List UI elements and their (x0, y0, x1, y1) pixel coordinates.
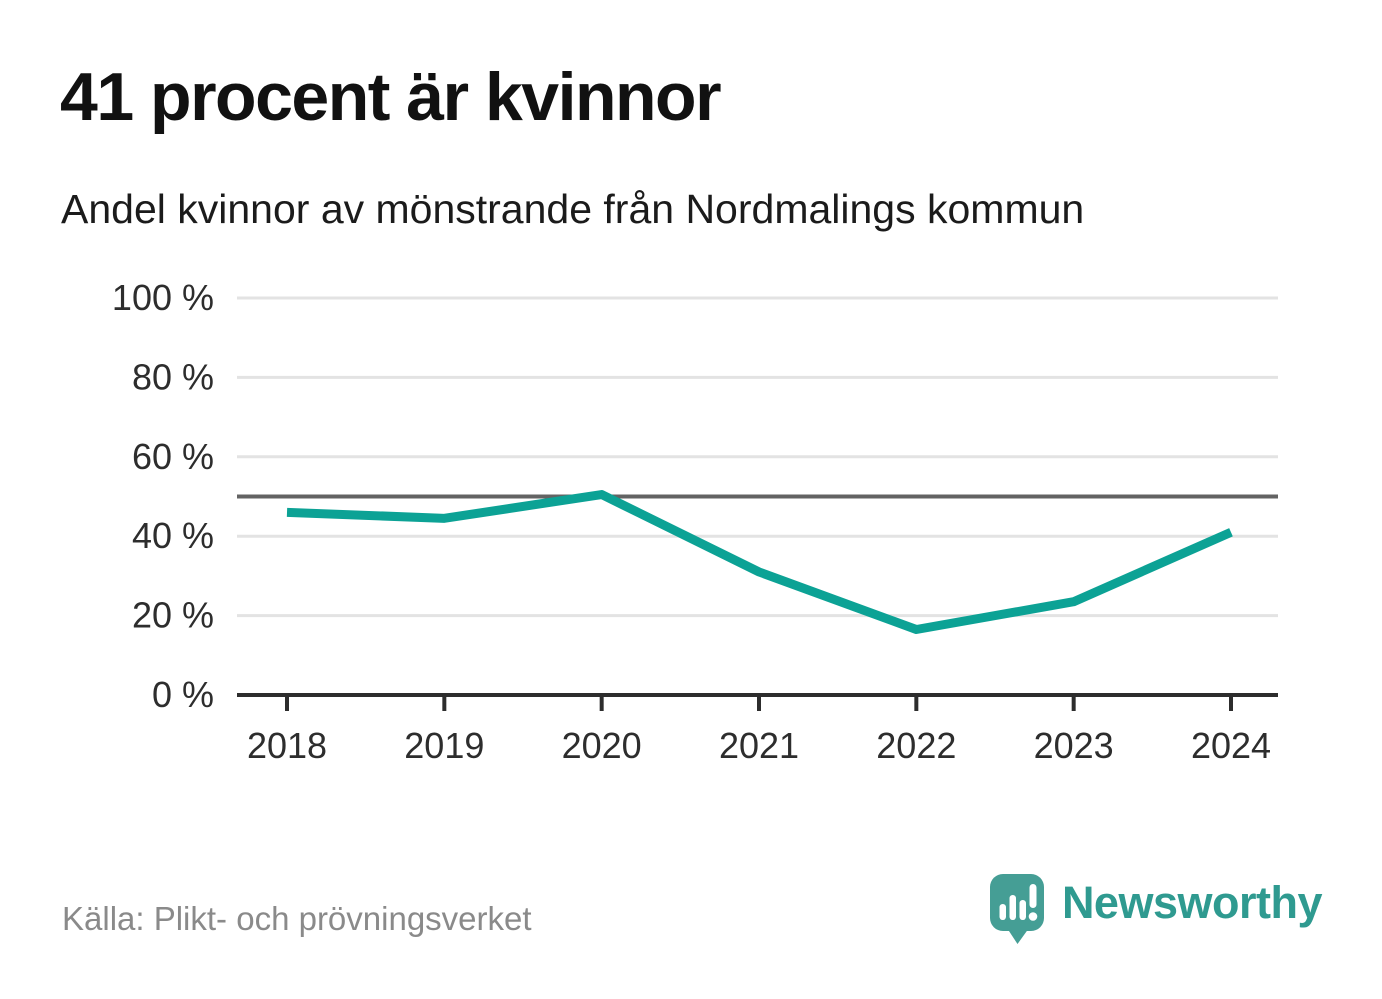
y-tick-label: 20 % (132, 595, 214, 636)
newsworthy-logo-icon (989, 874, 1044, 944)
y-tick-label: 0 % (152, 674, 214, 715)
x-tick-label: 2019 (404, 725, 484, 766)
x-tick-label: 2018 (247, 725, 327, 766)
speech-bubble-icon (989, 874, 1044, 944)
data-line-andel-kvinnor (286, 490, 1233, 634)
x-tick-label: 2021 (719, 725, 799, 766)
newsworthy-wordmark: Newsworthy (1061, 877, 1323, 928)
y-tick-label: 100 % (112, 277, 214, 318)
y-tick-label: 80 % (132, 356, 214, 397)
x-tick-label: 2022 (876, 725, 956, 766)
x-tick-label: 2023 (1034, 725, 1114, 766)
x-tick-label: 2020 (562, 725, 642, 766)
y-tick-label: 40 % (132, 515, 214, 556)
exclamation-icon (1028, 884, 1038, 921)
x-tick-label: 2024 (1191, 725, 1271, 766)
newsworthy-brand: Newsworthy (989, 874, 1323, 946)
y-tick-label: 60 % (132, 436, 214, 477)
chart-title: 41 procent är kvinnor (60, 59, 722, 135)
bar-chart-icon (999, 895, 1026, 920)
chart-subtitle: Andel kvinnor av mönstrande från Nordmal… (61, 186, 1085, 232)
source-attribution: Källa: Plikt- och prövningsverket (62, 900, 532, 937)
